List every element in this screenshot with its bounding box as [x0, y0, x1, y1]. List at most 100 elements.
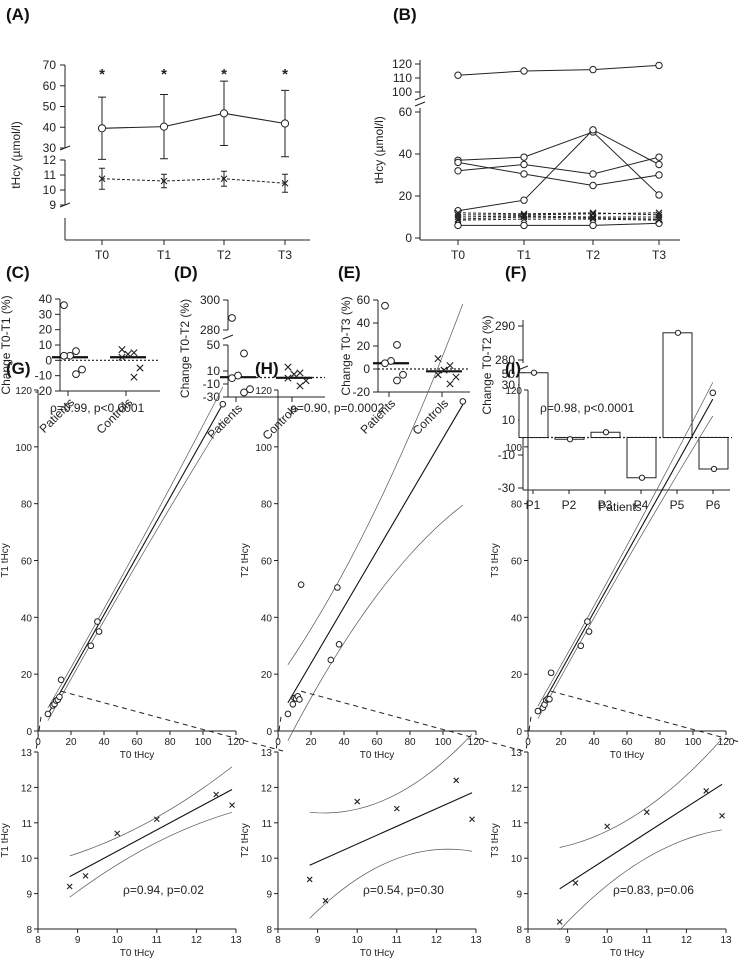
panel-label-h: (H) [255, 359, 279, 378]
panel-c-point [60, 351, 68, 360]
g-bot-xtick-label: 8 [35, 935, 41, 946]
h-top-point [335, 641, 343, 648]
h-bot-x-title: T0 tHcy [360, 948, 394, 959]
panel-label-c: (C) [6, 263, 30, 282]
h-top-point [297, 581, 305, 588]
b-point [655, 216, 663, 224]
a-controls-point [220, 175, 228, 183]
h-top-point [459, 398, 467, 405]
h-top-point [327, 656, 335, 664]
h-top-ytick-label: 0 [266, 727, 272, 738]
g-top-point [56, 693, 63, 701]
i-top-point [546, 695, 553, 703]
i-bot-point [572, 880, 579, 886]
panel-e-point [393, 376, 401, 385]
h-top-point [334, 584, 341, 591]
g-top-point [94, 618, 101, 625]
g-top-xtick-label: 100 [195, 737, 212, 748]
h-top-xtick-label: 80 [404, 737, 416, 748]
b-series-line [457, 156, 660, 175]
a-significance-star: * [282, 66, 288, 83]
panel-e-point [440, 366, 448, 374]
b-ytick-label: 20 [399, 189, 413, 203]
b-xtick-label: T1 [517, 248, 531, 262]
i-top-ytick-label: 40 [511, 613, 523, 624]
h-bot-point [354, 798, 361, 805]
f-ytick-label: -10 [498, 448, 516, 462]
b-point [589, 214, 597, 222]
g-bot-xtick-label: 13 [230, 935, 242, 946]
b-series-line [457, 216, 660, 220]
h-bot-stat: ρ=0.54, p=0.30 [363, 883, 444, 897]
f-axis-break [517, 365, 529, 371]
h-top-y-title: T2 tHcy [240, 543, 251, 577]
i-top-stat: ρ=0.98, p<0.0001 [540, 401, 635, 415]
h-top-stat: ρ=0.90, p=0.0002 [290, 401, 385, 415]
a-significance-star: * [99, 66, 105, 83]
h-bot-point [469, 816, 475, 823]
g-bot-fit-line [69, 789, 233, 878]
b-point [655, 213, 663, 221]
h-top-xtick-label: 0 [275, 737, 281, 748]
i-bot-ci-lower [559, 829, 723, 931]
b-ytick-label: 40 [399, 147, 413, 161]
b-point [655, 61, 663, 70]
h-bot-ci-lower [309, 848, 473, 919]
i-bot-ci-upper [559, 738, 723, 848]
g-top-ytick-label: 0 [26, 727, 32, 738]
b-y-title: tHcy (µmol/l) [372, 116, 386, 184]
b-series-line [457, 161, 660, 187]
g-top-point [219, 400, 227, 408]
panel-c-ytick-label: 20 [39, 323, 53, 337]
panel-c-ytick-label: 40 [39, 292, 53, 306]
g-top-ytick-label: 80 [21, 500, 33, 511]
b-series-line [457, 218, 660, 221]
panel-d-point [246, 385, 254, 394]
b-point [520, 215, 528, 223]
b-series-line [457, 215, 659, 218]
b-ytick-label: 120 [392, 57, 412, 71]
i-top-x-title: T0 tHcy [610, 750, 644, 761]
a-controls-line [101, 178, 286, 184]
panel-c-point [78, 365, 86, 374]
b-ytick-label: 100 [392, 85, 412, 99]
i-top-xtick-label: 0 [525, 737, 531, 748]
i-top-xtick-label: 20 [555, 737, 567, 748]
h-top-xtick-label: 100 [435, 737, 452, 748]
i-top-y-title: T3 tHcy [490, 543, 501, 577]
h-bot-xtick-label: 12 [431, 935, 443, 946]
a-ytick-label: 10 [43, 183, 57, 197]
f-ytick-label: -30 [498, 481, 516, 495]
panel-d-point [240, 388, 248, 397]
h-bot-ytick-label: 11 [262, 819, 273, 830]
g-zoom-connector-right [60, 690, 284, 752]
g-top-point [44, 710, 52, 718]
panel-label-d: (D) [174, 263, 198, 282]
a-ytick-label: 12 [43, 153, 57, 167]
h-bot-point [322, 897, 329, 904]
h-bot-xtick-label: 11 [392, 935, 403, 946]
h-top-fit-line [287, 404, 464, 704]
h-top-ytick-label: 60 [261, 557, 273, 568]
b-point [655, 191, 663, 199]
b-series-line [457, 212, 660, 216]
g-bot-xtick-label: 10 [112, 935, 124, 946]
h-top-ytick-label: 20 [261, 670, 273, 681]
a-patients-point [159, 122, 169, 131]
i-top-fit-line [537, 398, 714, 713]
g-top-xtick-label: 80 [164, 737, 176, 748]
g-bot-ytick-label: 12 [21, 783, 33, 794]
i-bot-stat: ρ=0.83, p=0.06 [613, 883, 694, 897]
a-controls-point [160, 177, 168, 185]
panel-label-e: (E) [338, 263, 361, 282]
g-bot-ytick-label: 11 [22, 819, 33, 830]
panel-e-ytick-label: 20 [357, 339, 371, 353]
b-point [454, 216, 462, 224]
a-significance-star: * [161, 66, 167, 83]
a-ytick-label: 30 [43, 141, 57, 155]
panel-d-point [296, 382, 304, 390]
i-bot-xtick-label: 9 [565, 935, 571, 946]
f-bar [626, 437, 657, 479]
